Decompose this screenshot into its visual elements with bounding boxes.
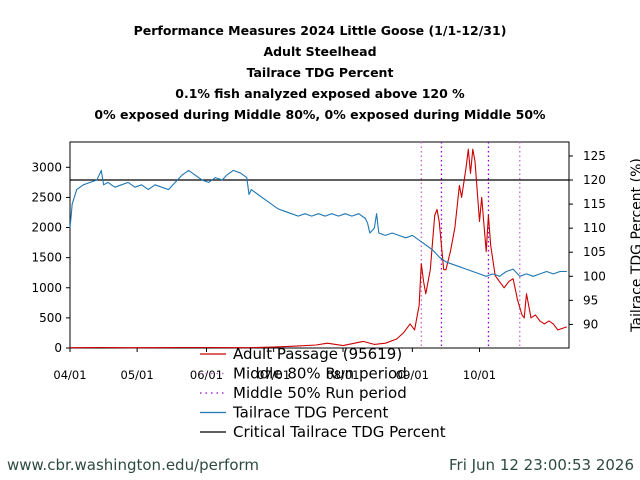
x-tick-label: 05/01 [121,368,154,382]
chart-title: Performance Measures 2024 Little Goose (… [0,20,640,41]
y-right-tick-label: 115 [583,197,606,211]
legend-label-critical: Critical Tailrace TDG Percent [233,423,446,441]
y-right-tick-label: 95 [583,293,598,307]
chart-subtitle-exposure: 0.1% fish analyzed exposed above 120 % [0,83,640,104]
footer-timestamp: Fri Jun 12 23:00:53 2026 [449,456,634,474]
legend-label-middle50: Middle 50% Run period [233,384,407,402]
y-left-tick-label: 2500 [31,190,62,204]
legend-label-passage: Adult Passage (95619) [233,345,402,363]
x-tick-label: 10/01 [463,368,496,382]
footer-url[interactable]: www.cbr.washington.edu/perform [7,456,259,474]
y-left-tick-label: 1000 [31,281,62,295]
y-left-tick-label: 1500 [31,251,62,265]
y-right-tick-label: 110 [583,221,606,235]
y-right-tick-label: 105 [583,245,606,259]
y-left-tick-label: 3000 [31,160,62,174]
y-left-tick-label: 0 [54,341,62,355]
y-right-tick-label: 100 [583,269,606,283]
x-tick-label: 06/01 [190,368,223,382]
y-right-tick-label: 90 [583,317,598,331]
legend-label-tdg: Tailrace TDG Percent [232,404,388,422]
legend-label-middle80: Middle 80% Run period [233,365,407,383]
y-right-tick-label: 120 [583,173,606,187]
plot-frame [70,142,569,348]
chart-subtitle-species: Adult Steelhead [0,41,640,62]
y-right-axis-label: Tailrace TDG Percent (%) [629,158,640,333]
tdg-series-line [70,170,567,276]
chart-subtitle-measure: Tailrace TDG Percent [0,62,640,83]
y-left-tick-label: 500 [39,311,62,325]
y-right-tick-label: 125 [583,149,606,163]
y-left-tick-label: 2000 [31,221,62,235]
chart-subtitle-middle-periods: 0% exposed during Middle 80%, 0% exposed… [0,104,640,125]
x-tick-label: 04/01 [53,368,86,382]
chart-titles: Performance Measures 2024 Little Goose (… [0,20,640,125]
passage-series-line [70,149,567,348]
